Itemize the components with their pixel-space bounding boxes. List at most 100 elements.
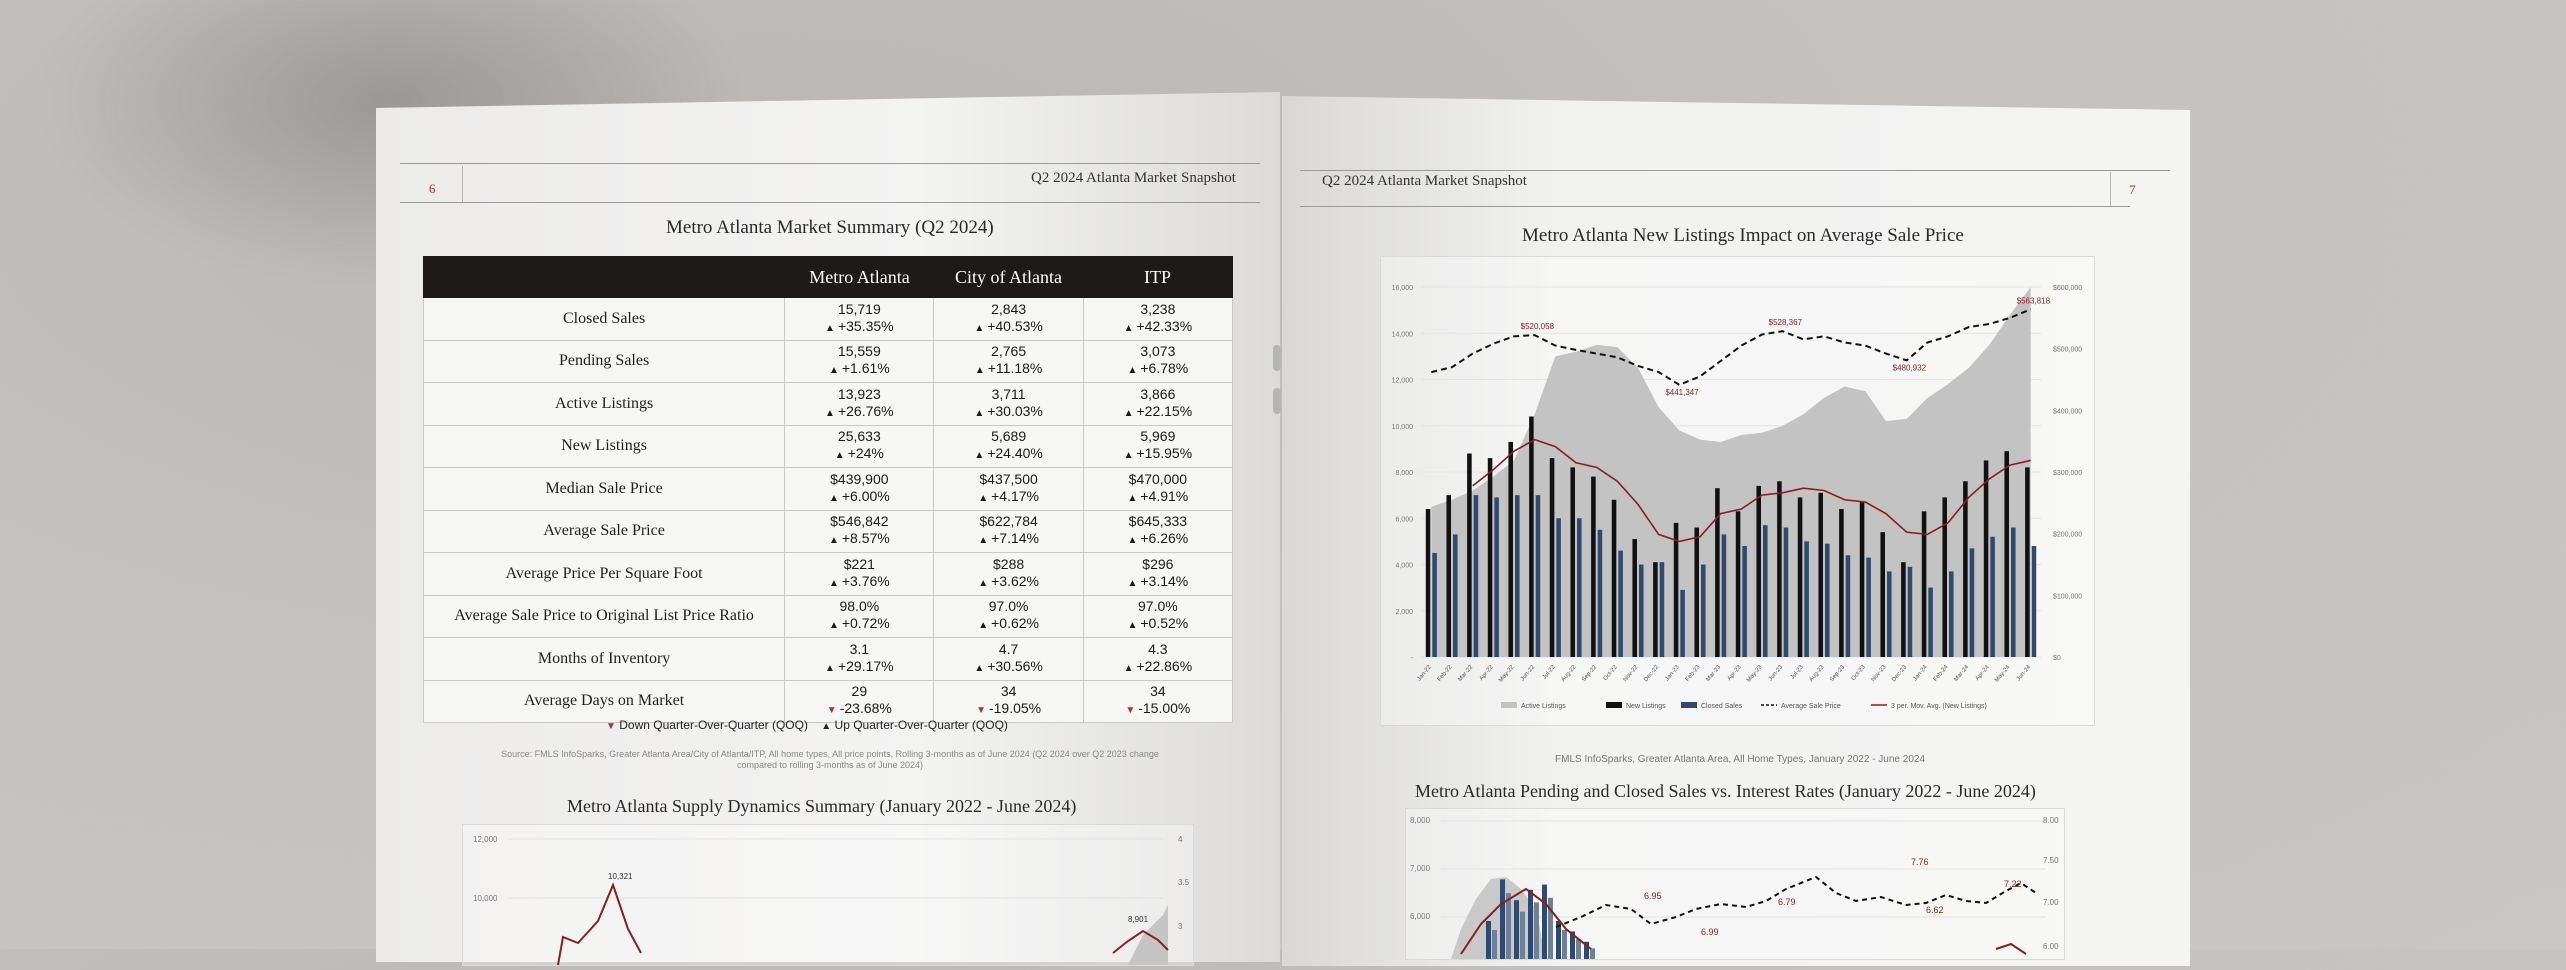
table-cell: 5,969+15.95% [1084,426,1232,468]
row-label: Pending Sales [424,340,786,382]
table-row: Pending Sales15,559+1.61%2,765+11.18%3,0… [423,340,1233,383]
y2-tick-label: 7.50 [2043,856,2059,865]
change-up: +29.17% [785,658,933,677]
closed-sales-bar [1577,518,1582,657]
pending-sales-bar [1492,930,1497,970]
new-listings-bar [1467,453,1472,657]
y2-tick-label: 6.00 [2043,942,2059,951]
rate-annotation: 6.99 [1701,927,1719,937]
closed-sales-bar [1659,562,1665,657]
closed-sales-bar [1783,527,1789,657]
left-header-line-bottom [400,202,1260,203]
legend-up-label: Up Quarter-Over-Quarter (QOQ) [834,718,1008,732]
row-label: Median Sale Price [424,468,786,510]
row-label: Months of Inventory [424,638,786,680]
closed-sales-bar [1887,571,1892,657]
closed-sales-bar [1845,555,1851,657]
x-tick-label: May-24 [1994,664,2012,684]
x-tick-label: Jan-23 [1664,664,1681,682]
closed-sales-bar [1597,529,1603,657]
column-header: Metro Atlanta [809,266,910,287]
pending-sales-bar [1506,893,1511,970]
table-cell: 5,689+24.40% [934,425,1084,467]
closed-sales-bar [1473,495,1479,657]
price-annotation: $520,058 [1521,322,1555,331]
x-tick-label: Jun-22 [1520,664,1537,682]
legend-label: Active Listings [1521,703,1566,710]
y-tick-label: - [1411,655,1414,662]
closed-sales-bar [1804,541,1809,657]
x-tick-label: Mar-23 [1705,664,1722,683]
pending-sales-bar [1520,911,1525,970]
x-tick-label: Feb-23 [1685,664,1702,683]
x-tick-label: Mar-24 [1953,664,1970,683]
left-page-number: 6 [429,181,436,196]
new-listings-bar [1859,502,1865,657]
x-tick-label: Nov-22 [1623,664,1640,683]
new-listings-bar [2004,451,2009,657]
cell-value: 34 [1000,683,1017,700]
closed-sales-bar [1907,566,1913,657]
change-up: +1.61% [785,360,933,379]
closed-sales-bar [1969,548,1975,657]
peak-annotation: 10,321 [608,872,633,881]
left-header-divider [462,166,463,202]
cell-value: $546,842 [830,513,889,530]
new-listings-bar [1611,499,1617,657]
average-sale-price-line [1431,308,2032,386]
cell-value: 5,969 [1140,428,1176,445]
pending-line-series [1460,887,1592,955]
closed-sales-bar [1535,495,1541,657]
table-cell: 25,633+24% [785,425,935,467]
new-listings-bar [1797,497,1803,657]
change-up: +35.35% [785,318,933,337]
table-source-note: Source: FMLS InfoSparks, Greater Atlanta… [501,749,1159,770]
x-tick-label: Jul-23 [1790,664,1806,681]
closed-sales-bar [1618,550,1623,657]
x-tick-label: Nov-23 [1871,664,1888,683]
cell-value: 2,843 [991,300,1027,317]
y-tick-label: 14,000 [1392,331,1414,338]
closed-sales-bar [1432,552,1437,657]
y2-tick-label: $400,000 [2053,408,2082,415]
x-tick-label: Jun-23 [1768,664,1785,682]
table-cell: $221+3.76% [785,553,935,595]
closed-sales-bar [1742,546,1747,657]
change-up: +6.26% [1084,530,1232,549]
y-tick-label: 10,000 [473,894,498,903]
y-tick-label: 2,000 [1395,609,1413,616]
cell-value: 97.0% [988,598,1029,615]
rate-annotation: 7.22 [2004,879,2022,889]
new-listings-bar [1570,467,1575,657]
table-row: Median Sale Price$439,900+6.00%$437,500+… [423,468,1233,511]
cell-value: 3,866 [1140,385,1176,402]
new-listings-bar [1508,441,1513,657]
peak-annotation: 8,901 [1128,915,1149,924]
y2-tick-label: $600,000 [2053,285,2082,292]
listings-chart-footnote: FMLS InfoSparks, Greater Atlanta Area, A… [1555,754,1926,765]
cell-value: 34 [1150,683,1166,700]
x-tick-label: Mar-22 [1457,664,1474,683]
x-tick-label: Aug-23 [1808,664,1825,683]
y-tick-label: 16,000 [1392,285,1414,292]
y-tick-label: 8,000 [1410,816,1431,825]
cell-value: 98.0% [839,598,880,615]
y-tick-label: 6,000 [1410,912,1431,921]
closed-sales-bar [1453,534,1458,657]
change-up: +22.15% [1084,403,1232,422]
y-tick-label: 10,000 [1392,424,1414,431]
table-cell: $645,333+6.26% [1084,511,1232,553]
cell-value: $221 [843,555,875,572]
price-annotation: $528,367 [1769,318,1803,327]
x-tick-label: Jan-22 [1416,664,1433,682]
listings-price-chart: - 2,000 4,000 6,000 8,000 10,000 12,000 14,000 1… [1392,285,2083,710]
legend-swatch [1501,702,1517,708]
cell-value: 3,073 [1140,343,1176,360]
table-cell: $470,000+4.91% [1084,468,1232,510]
change-up: +4.91% [1084,488,1232,507]
pending-sales-bar [1548,897,1553,970]
table-cell: 4.7+30.56% [934,638,1084,680]
table-cell: 15,559+1.61% [785,340,935,382]
closed-sales-bar [1486,921,1491,970]
table-cell: 29-23.68% [785,680,935,722]
